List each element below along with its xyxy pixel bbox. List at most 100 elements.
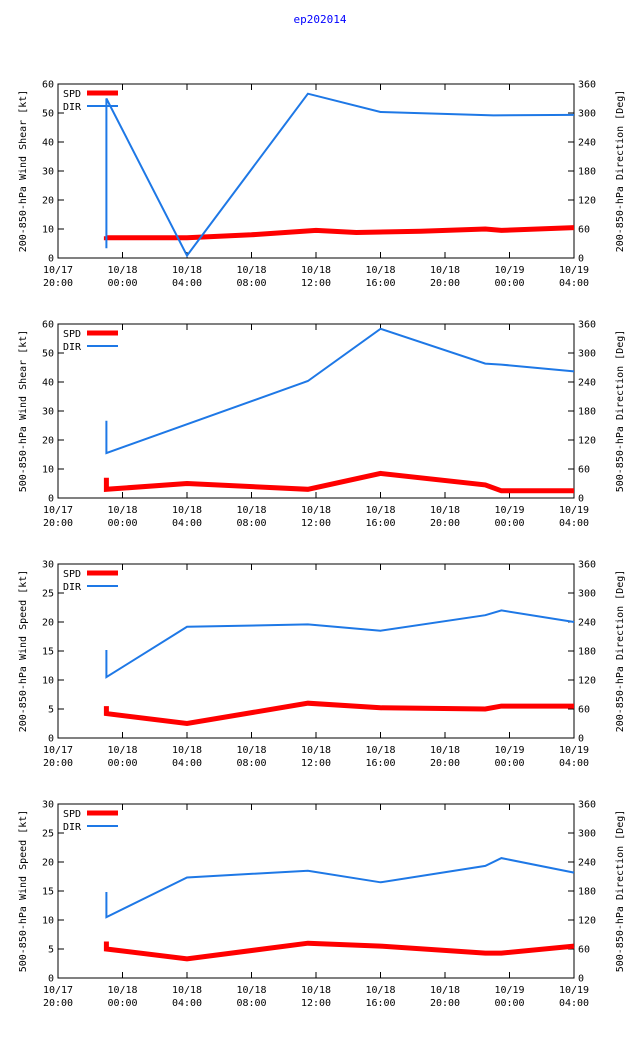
x-tick-label-time: 20:00 (43, 758, 73, 769)
x-tick-label-date: 10/18 (236, 505, 266, 516)
y-tick-label: 50 (42, 109, 54, 120)
x-tick-label-time: 04:00 (559, 758, 589, 769)
y-tick-label: 10 (42, 676, 54, 687)
x-tick-label-time: 00:00 (494, 278, 524, 289)
x-tick-label-time: 20:00 (430, 278, 460, 289)
y2-tick-label: 360 (578, 320, 596, 331)
spd-series-line (103, 940, 575, 962)
x-tick-label-date: 10/17 (43, 745, 73, 756)
x-tick-label-time: 08:00 (236, 518, 266, 529)
x-tick-label-date: 10/17 (43, 505, 73, 516)
x-tick-label-time: 12:00 (301, 278, 331, 289)
y-tick-label: 20 (42, 618, 54, 629)
y2-tick-label: 180 (578, 647, 596, 658)
spd-series-line (103, 225, 575, 241)
x-tick-label-time: 04:00 (559, 998, 589, 1009)
y-axis-label: 500-850-hPa Wind Speed [kt] (18, 810, 29, 973)
y2-tick-label: 0 (578, 974, 584, 985)
x-tick-label-time: 12:00 (301, 758, 331, 769)
y2-tick-label: 0 (578, 734, 584, 745)
x-tick-label-date: 10/19 (559, 745, 589, 756)
x-tick-label-date: 10/18 (430, 505, 460, 516)
y-tick-label: 0 (48, 974, 54, 985)
y-tick-label: 20 (42, 858, 54, 869)
y2-axis-label: 500-850-hPa Direction [Deg] (615, 330, 626, 493)
y2-tick-label: 120 (578, 676, 596, 687)
x-tick-label-date: 10/18 (172, 985, 202, 996)
y2-tick-label: 180 (578, 887, 596, 898)
y2-tick-label: 180 (578, 167, 596, 178)
y-tick-label: 30 (42, 407, 54, 418)
x-tick-label-date: 10/18 (301, 745, 331, 756)
x-tick-label-date: 10/18 (236, 265, 266, 276)
y2-tick-label: 360 (578, 80, 596, 91)
y-axis-label: 200-850-hPa Wind Speed [kt] (18, 570, 29, 733)
x-tick-label-time: 00:00 (494, 758, 524, 769)
legend-label-dir: DIR (63, 102, 82, 113)
x-tick-label-time: 20:00 (430, 998, 460, 1009)
x-tick-label-date: 10/19 (559, 505, 589, 516)
chart-3: 05101520253006012018024030036010/1720:00… (18, 560, 626, 770)
x-tick-label-time: 00:00 (494, 998, 524, 1009)
y-tick-label: 10 (42, 225, 54, 236)
y-tick-label: 25 (42, 829, 54, 840)
dir-series-line (105, 92, 575, 258)
y2-tick-label: 360 (578, 800, 596, 811)
x-tick-label-time: 16:00 (365, 998, 395, 1009)
y2-axis-label: 500-850-hPa Direction [Deg] (615, 810, 626, 973)
y-tick-label: 5 (48, 945, 54, 956)
x-tick-label-date: 10/18 (365, 505, 395, 516)
spd-series-line (103, 470, 574, 494)
x-tick-label-time: 16:00 (365, 278, 395, 289)
y-tick-label: 5 (48, 705, 54, 716)
y2-tick-label: 300 (578, 829, 596, 840)
x-tick-label-time: 00:00 (494, 518, 524, 529)
x-tick-label-date: 10/19 (494, 745, 524, 756)
legend-label-spd: SPD (63, 569, 81, 580)
legend-label-dir: DIR (63, 822, 82, 833)
x-tick-label-date: 10/19 (494, 985, 524, 996)
x-tick-label-date: 10/18 (430, 745, 460, 756)
y2-tick-label: 120 (578, 436, 596, 447)
y-axis-label: 200-850-hPa Wind Shear [kt] (18, 90, 29, 253)
x-tick-label-date: 10/18 (172, 745, 202, 756)
y-tick-label: 0 (48, 254, 54, 265)
chart-1: 0 10 20 30 40 50 60 0 60 120 180 240 300 360 10/17 20:0… (18, 80, 626, 290)
y-tick-label: 20 (42, 196, 54, 207)
y2-tick-label: 120 (578, 196, 596, 207)
y2-tick-label: 300 (578, 589, 596, 600)
y-axis-label: 500-850-hPa Wind Shear [kt] (18, 330, 29, 493)
x-tick-label-date: 10/18 (107, 505, 137, 516)
x-tick-label-date: 10/19 (559, 985, 589, 996)
spd-series-line (103, 700, 574, 727)
y-tick-label: 15 (42, 647, 54, 658)
x-tick-label-date: 10/18 (236, 745, 266, 756)
y2-tick-label: 240 (578, 138, 596, 149)
y-tick-label: 10 (42, 916, 54, 927)
x-tick-label-date: 10/18 (236, 985, 266, 996)
y2-tick-label: 60 (578, 465, 590, 476)
y-tick-label: 30 (42, 167, 54, 178)
x-tick-label-time: 12:00 (301, 998, 331, 1009)
y-tick-label: 60 (42, 80, 54, 91)
x-tick-label-time: 08:00 (236, 998, 266, 1009)
x-tick-label-time: 04:00 (559, 278, 589, 289)
x-tick-label-date: 10/18 (107, 265, 137, 276)
x-tick-label-date: 10/18 (172, 505, 202, 516)
x-tick-label-time: 20:00 (430, 758, 460, 769)
legend-label-spd: SPD (63, 329, 81, 340)
chart-2: 0 10 20 30 40 50 60 0 60 120 180 240 300 360 10/17 20:0… (18, 320, 626, 530)
x-tick-label-date: 10/18 (172, 265, 202, 276)
legend-label-spd: SPD (63, 809, 81, 820)
x-tick-label-time: 20:00 (430, 518, 460, 529)
y-tick-label: 20 (42, 436, 54, 447)
y2-tick-label: 300 (578, 109, 596, 120)
y-tick-label: 30 (42, 560, 54, 571)
x-tick-label-date: 10/18 (430, 985, 460, 996)
x-tick-label-date: 10/18 (301, 505, 331, 516)
x-tick-label-time: 04:00 (172, 518, 202, 529)
x-tick-label-date: 10/18 (365, 265, 395, 276)
dir-series-line (105, 327, 575, 455)
x-tick-label-time: 20:00 (43, 998, 73, 1009)
y-tick-label: 50 (42, 349, 54, 360)
